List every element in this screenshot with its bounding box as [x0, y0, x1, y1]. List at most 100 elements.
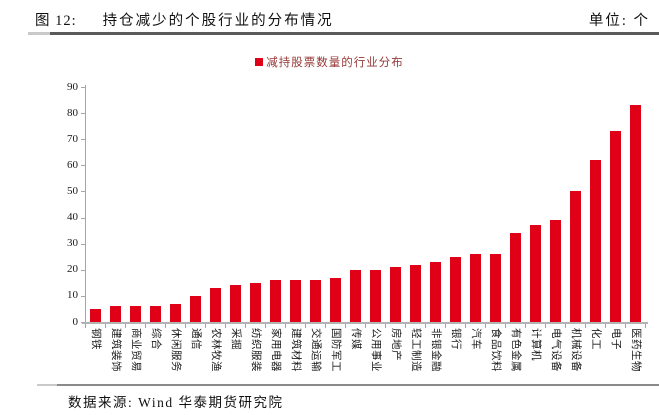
- data-source: 数据来源: Wind 华泰期货研究院: [68, 395, 284, 410]
- x-axis-tick: [325, 324, 326, 328]
- x-axis-label: 轻工制造: [410, 328, 421, 372]
- x-axis-tick: [125, 324, 126, 328]
- y-axis-label: 80: [67, 106, 78, 119]
- x-axis-label: 商业贸易: [130, 328, 141, 372]
- bar: [330, 278, 341, 322]
- y-axis-tick: [81, 296, 85, 297]
- x-axis-tick: [625, 324, 626, 328]
- x-axis-label: 计算机: [530, 328, 541, 361]
- x-axis-label: 医药生物: [630, 328, 641, 372]
- bar: [510, 233, 521, 322]
- x-axis-tick: [565, 324, 566, 328]
- x-axis-tick: [545, 324, 546, 328]
- x-axis-tick: [525, 324, 526, 328]
- bar: [150, 306, 161, 322]
- x-axis-tick: [605, 324, 606, 328]
- y-axis-label: 40: [67, 211, 78, 224]
- x-axis-label: 公用事业: [370, 328, 381, 372]
- bar: [490, 254, 501, 322]
- footer-divider: [37, 384, 659, 386]
- x-axis-tick: [105, 324, 106, 328]
- x-axis-label: 房地产: [390, 328, 401, 361]
- x-axis-tick: [465, 324, 466, 328]
- bar: [410, 265, 421, 322]
- bar: [350, 270, 361, 322]
- legend-label: 减持股票数量的行业分布: [266, 57, 404, 69]
- x-axis-label: 电子: [610, 328, 621, 350]
- bar: [470, 254, 481, 322]
- y-axis: [85, 85, 86, 323]
- y-axis-tick: [81, 322, 85, 323]
- y-axis-tick: [81, 165, 85, 166]
- x-axis-tick: [185, 324, 186, 328]
- x-axis-tick: [305, 324, 306, 328]
- x-axis-label: 化工: [590, 328, 601, 350]
- x-axis-label: 传媒: [350, 328, 361, 350]
- y-axis-tick: [81, 218, 85, 219]
- x-axis-tick: [585, 324, 586, 328]
- x-axis-label: 银行: [450, 328, 461, 350]
- x-axis-tick: [405, 324, 406, 328]
- x-axis-tick: [365, 324, 366, 328]
- x-axis-label: 建筑材料: [290, 328, 301, 372]
- x-axis-label: 综合: [150, 328, 161, 350]
- bar: [190, 296, 201, 322]
- figure-header: 图 12: 持仓减少的个股行业的分布情况 单位: 个: [35, 9, 650, 30]
- x-axis-label: 建筑装饰: [110, 328, 121, 372]
- header-divider: [28, 32, 659, 35]
- x-axis-tick: [345, 324, 346, 328]
- figure-title: 持仓减少的个股行业的分布情况: [102, 13, 334, 29]
- figure-number: 图 12:: [35, 13, 77, 29]
- x-axis-label: 机械设备: [570, 328, 581, 372]
- x-axis-tick: [505, 324, 506, 328]
- y-axis-tick: [81, 139, 85, 140]
- x-axis-label: 休闲服务: [170, 328, 181, 372]
- y-axis-label: 20: [67, 263, 78, 276]
- bar: [430, 262, 441, 322]
- x-axis-tick: [225, 324, 226, 328]
- y-axis-label: 50: [67, 184, 78, 197]
- bar: [90, 309, 101, 322]
- y-axis-label: 90: [67, 80, 78, 93]
- y-axis-label: 10: [67, 289, 78, 302]
- unit-label: 单位: 个: [588, 13, 650, 29]
- bar: [630, 105, 641, 322]
- bar: [610, 131, 621, 322]
- x-axis-label: 有色金属: [510, 328, 521, 372]
- x-axis-label: 非银金融: [430, 328, 441, 372]
- x-axis-tick: [385, 324, 386, 328]
- bar: [110, 306, 121, 322]
- x-axis-label: 钢铁: [90, 328, 101, 350]
- y-axis-label: 70: [67, 132, 78, 145]
- x-axis-label: 纺织服装: [250, 328, 261, 372]
- bar: [390, 267, 401, 322]
- bar: [250, 283, 261, 322]
- x-axis-tick: [145, 324, 146, 328]
- bar: [310, 280, 321, 322]
- bar: [550, 220, 561, 322]
- bar: [590, 160, 601, 322]
- x-axis-label: 食品饮料: [490, 328, 501, 372]
- x-axis-tick: [245, 324, 246, 328]
- x-axis-label: 汽车: [470, 328, 481, 350]
- bar: [290, 280, 301, 322]
- bar: [530, 225, 541, 322]
- x-axis: [82, 322, 648, 324]
- y-axis-tick: [81, 191, 85, 192]
- bar: [450, 257, 461, 322]
- x-axis-label: 采掘: [230, 328, 241, 350]
- bar: [270, 280, 281, 322]
- x-axis-tick: [205, 324, 206, 328]
- y-axis-tick: [81, 113, 85, 114]
- y-axis-label: 30: [67, 237, 78, 250]
- x-axis-tick: [165, 324, 166, 328]
- bar: [570, 191, 581, 322]
- bar: [370, 270, 381, 322]
- x-axis-tick: [265, 324, 266, 328]
- chart-legend: 减持股票数量的行业分布: [0, 54, 659, 70]
- x-axis-label: 通信: [190, 328, 201, 350]
- x-axis-label: 电气设备: [550, 328, 561, 372]
- x-axis-label: 农林牧渔: [210, 328, 221, 372]
